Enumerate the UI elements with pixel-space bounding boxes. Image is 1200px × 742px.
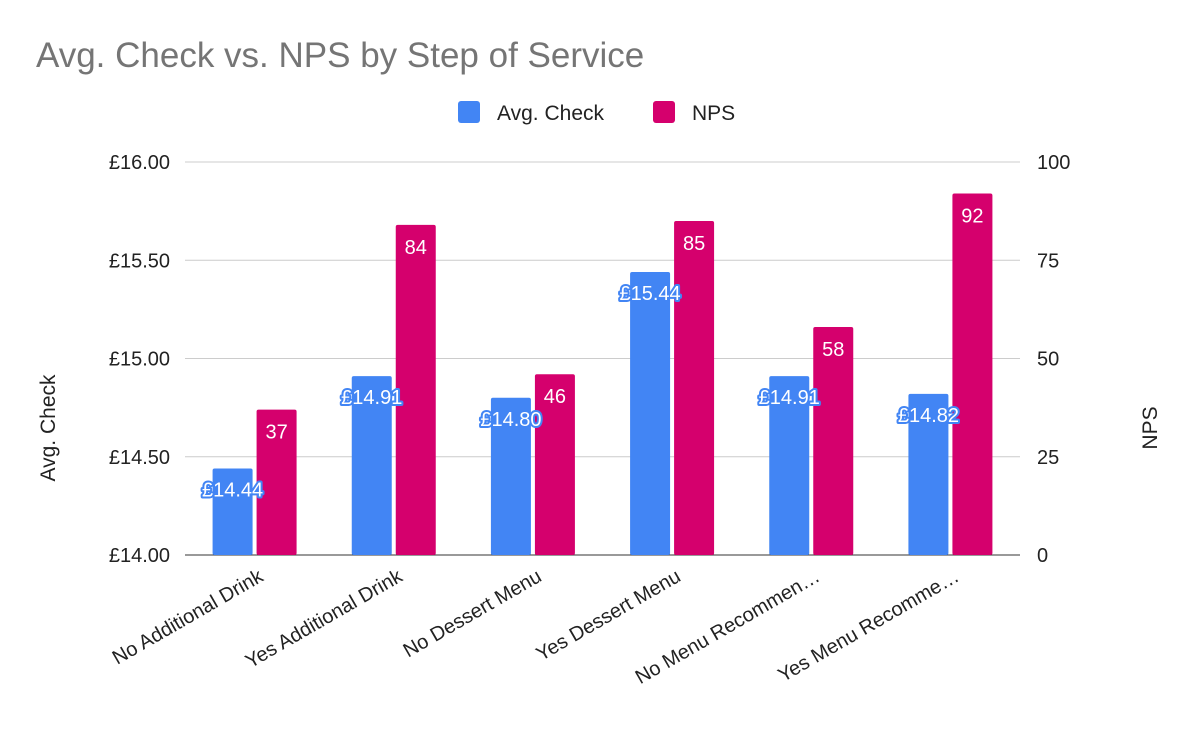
left-tick-label: £15.50: [109, 250, 170, 272]
left-tick-label: £16.00: [109, 152, 170, 174]
bar-nps: [813, 327, 854, 555]
legend-swatch-avg-check: [458, 101, 480, 123]
legend-label-nps: NPS: [692, 102, 735, 125]
category-label: No Dessert Menu: [400, 565, 546, 662]
bar-avg-check: [769, 376, 810, 555]
right-tick-label: 25: [1037, 447, 1059, 469]
data-label-nps: 85: [683, 233, 705, 255]
bar-avg-check: [908, 393, 949, 555]
left-axis-title: Avg. Check: [37, 374, 60, 481]
left-tick-label: £15.00: [109, 349, 170, 371]
bar-nps: [534, 374, 575, 555]
right-tick-label: 75: [1037, 250, 1059, 272]
right-tick-label: 100: [1037, 152, 1070, 174]
right-axis-title: NPS: [1139, 406, 1162, 449]
bar-nps: [256, 409, 297, 555]
right-tick-label: 50: [1037, 349, 1059, 371]
left-tick-label: £14.00: [109, 545, 170, 567]
left-tick-label: £14.50: [109, 447, 170, 469]
data-label-nps: 84: [405, 237, 427, 259]
left-axis-ticks: £14.00 £14.50 £15.00 £15.50 £16.00: [109, 152, 170, 567]
data-label-nps: 37: [265, 422, 287, 444]
data-label-avg-check: £14.82: [898, 405, 959, 427]
category-label: Yes Additional Drink: [242, 565, 407, 673]
bar-avg-check: [351, 376, 392, 555]
data-label-avg-check: £14.44: [202, 480, 263, 502]
data-label-avg-check: £15.44: [619, 283, 680, 305]
bar-avg-check: [490, 397, 531, 555]
data-label-avg-check: £14.80: [480, 409, 541, 431]
right-axis-ticks: 0 25 50 75 100: [1037, 152, 1070, 567]
data-label-nps: 58: [822, 339, 844, 361]
legend-swatch-nps: [653, 101, 675, 123]
bar-avg-check: [630, 272, 671, 555]
category-label: Yes Dessert Menu: [533, 565, 685, 665]
data-label-nps: 92: [961, 205, 983, 227]
bar-avg-check: [212, 468, 253, 555]
bar-nps: [952, 193, 993, 555]
data-label-avg-check: £14.91: [759, 387, 820, 409]
chart-title: Avg. Check vs. NPS by Step of Service: [36, 36, 644, 75]
bars: [212, 193, 993, 555]
bar-nps: [674, 220, 715, 555]
data-label-nps: 46: [544, 386, 566, 408]
legend: Avg. Check NPS: [458, 101, 735, 125]
gridlines: [185, 161, 1020, 556]
right-tick-label: 0: [1037, 545, 1048, 567]
data-label-avg-check: £14.91: [341, 387, 402, 409]
bar-nps: [395, 224, 436, 555]
legend-label-avg-check: Avg. Check: [497, 102, 604, 125]
